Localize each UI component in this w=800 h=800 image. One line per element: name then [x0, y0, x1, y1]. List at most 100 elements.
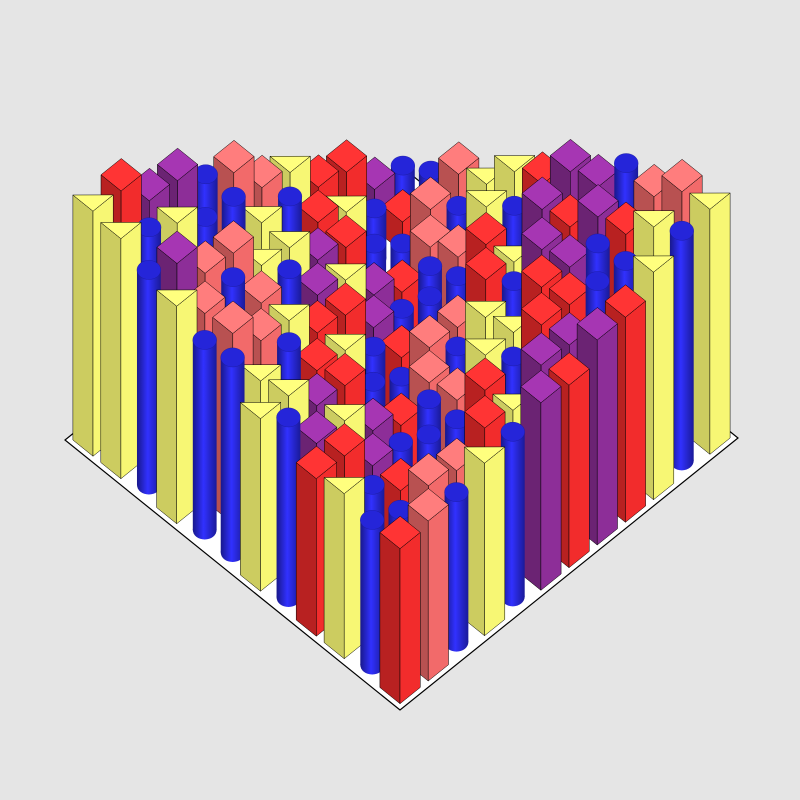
- bar-top: [465, 300, 507, 318]
- bar-top: [417, 256, 443, 276]
- bar-top: [614, 153, 639, 173]
- bar-face: [100, 222, 122, 479]
- bar-top: [464, 338, 506, 356]
- bar-top: [72, 194, 114, 212]
- bar-top: [323, 477, 365, 494]
- bar-top: [520, 332, 562, 366]
- bar-top: [464, 357, 506, 391]
- bar-face: [156, 289, 177, 524]
- bar-top: [240, 270, 282, 304]
- bar-top: [156, 230, 198, 264]
- bar: [220, 347, 245, 562]
- bar-top: [213, 140, 255, 174]
- bar-top: [549, 272, 591, 306]
- bar-top: [325, 214, 367, 248]
- bar-top: [633, 255, 675, 273]
- bar-top: [277, 259, 302, 280]
- bar: [192, 330, 217, 540]
- bar-top: [268, 304, 310, 321]
- bar-face: [540, 386, 562, 591]
- bar-top: [465, 247, 507, 281]
- bar-body: [669, 230, 694, 461]
- bar-face: [653, 255, 675, 500]
- bar-face: [323, 477, 345, 659]
- bar: [240, 402, 281, 592]
- bar-top: [633, 210, 675, 228]
- bar-top: [277, 186, 303, 207]
- bar-face: [625, 300, 646, 523]
- bar-face: [568, 368, 590, 568]
- bar-top: [605, 284, 646, 318]
- bar-top: [100, 158, 142, 192]
- bar: [520, 370, 562, 591]
- bar-body: [500, 431, 525, 597]
- bar-body: [360, 519, 385, 665]
- bar-top: [464, 446, 506, 464]
- bar-top: [136, 260, 161, 280]
- bar-face: [295, 462, 317, 637]
- bar-face: [596, 323, 618, 546]
- bar-top: [212, 220, 254, 254]
- bar-top: [388, 432, 413, 452]
- bar: [276, 407, 301, 607]
- bar-top: [326, 139, 367, 173]
- bar: [444, 482, 469, 652]
- bar-top: [465, 190, 507, 208]
- bar-top: [295, 445, 337, 479]
- bar-top: [297, 262, 339, 296]
- bar-top: [379, 515, 421, 549]
- bar-top: [100, 222, 142, 239]
- bar-top: [689, 192, 731, 210]
- bar-top: [240, 364, 282, 382]
- bar-face: [240, 402, 261, 592]
- bar-top: [661, 159, 703, 193]
- bar-top: [520, 370, 562, 404]
- bar-top: [220, 347, 245, 368]
- bar-top: [324, 352, 366, 386]
- bar-top: [276, 407, 301, 428]
- bar-top: [269, 231, 311, 249]
- bar-body: [444, 492, 469, 643]
- bar: [669, 220, 694, 471]
- bar-top: [669, 220, 694, 241]
- bar-top: [585, 271, 610, 291]
- bar: [360, 510, 385, 675]
- bar-top: [325, 282, 366, 316]
- bar-top: [157, 147, 198, 181]
- bar-face: [427, 504, 449, 682]
- bar-top: [438, 141, 480, 175]
- bar-top: [296, 337, 338, 371]
- bar-top: [576, 307, 618, 341]
- bar: [156, 289, 198, 524]
- bar: [136, 260, 161, 495]
- bar-face: [709, 192, 731, 455]
- bar-top: [444, 482, 469, 502]
- bar-top: [212, 300, 254, 334]
- bar-top: [494, 155, 535, 173]
- bar-top: [577, 184, 619, 218]
- bar-top: [465, 211, 507, 245]
- bar-top: [221, 186, 246, 207]
- bar-top: [269, 155, 311, 173]
- bar: [500, 421, 525, 607]
- bar-top: [192, 330, 217, 350]
- bar: [100, 222, 142, 479]
- bar-top: [408, 453, 449, 487]
- bar-top: [410, 176, 451, 210]
- bar-top: [296, 410, 338, 444]
- bar-face: [399, 532, 421, 704]
- bar-top: [521, 254, 563, 288]
- bar-top: [585, 233, 610, 254]
- bar-body: [136, 269, 161, 485]
- bar-top: [521, 292, 562, 326]
- bar-top: [548, 352, 590, 386]
- bar-top: [156, 206, 198, 224]
- bar-top: [408, 350, 450, 384]
- bar-face: [484, 446, 506, 636]
- bar-top: [390, 155, 415, 176]
- bar-top: [324, 333, 366, 351]
- bar: [464, 446, 506, 636]
- bar-top: [500, 421, 525, 442]
